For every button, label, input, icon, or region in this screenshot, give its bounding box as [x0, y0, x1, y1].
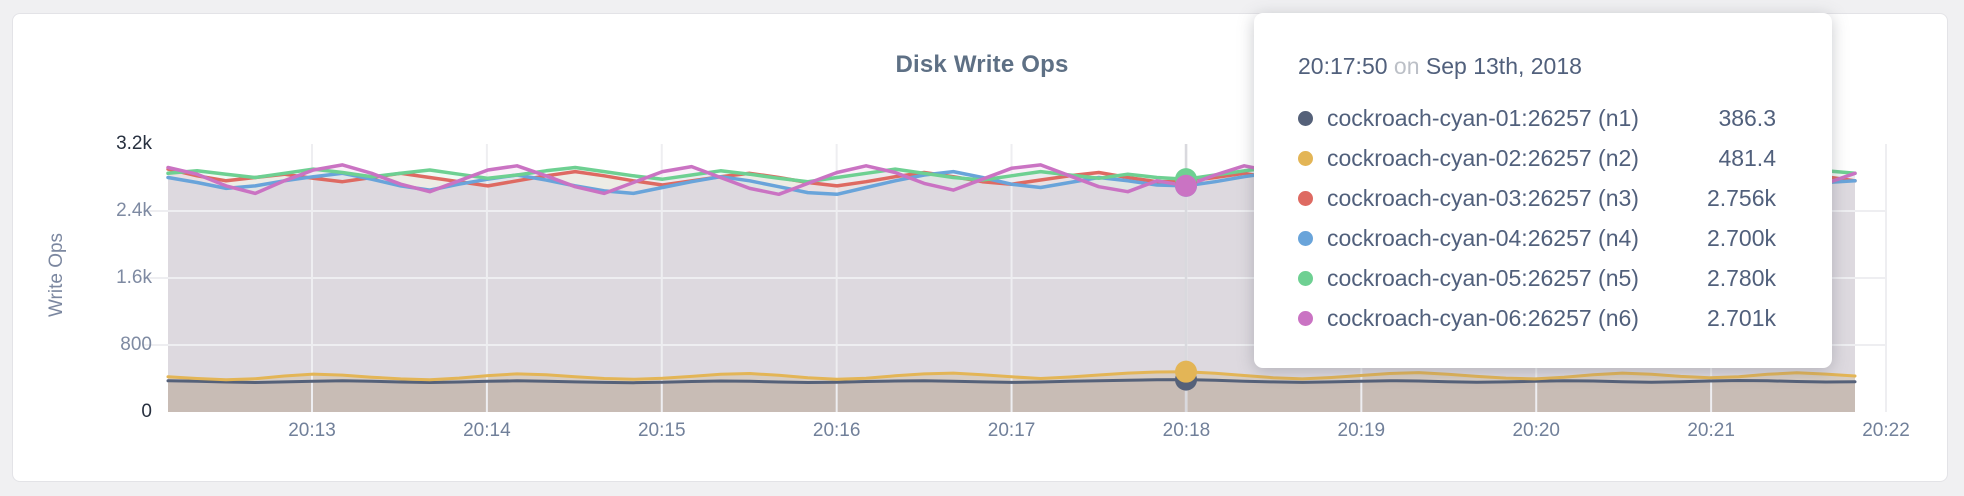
hover-dot-n6 [1175, 174, 1198, 197]
series-color-dot-icon [1298, 310, 1313, 326]
tooltip-legend: cockroach-cyan-01:26257 (n1) 386.3 cockroa… [1298, 98, 1776, 338]
tooltip-date: Sep 13th, 2018 [1425, 53, 1582, 79]
tooltip-separator: on [1393, 53, 1420, 79]
series-value: 481.4 [1718, 144, 1776, 171]
series-color-dot-icon [1298, 110, 1313, 126]
series-value: 2.780k [1706, 264, 1776, 291]
series-color-dot-icon [1298, 150, 1313, 166]
tooltip-row: cockroach-cyan-01:26257 (n1) 386.3 [1298, 98, 1776, 138]
series-label: cockroach-cyan-05:26257 (n5) [1327, 264, 1639, 291]
series-color-dot-icon [1298, 230, 1313, 246]
series-label: cockroach-cyan-02:26257 (n2) [1327, 144, 1639, 171]
series-label: cockroach-cyan-01:26257 (n1) [1327, 104, 1639, 131]
x-tick-label: 20:18 [1162, 420, 1211, 441]
tooltip-row: cockroach-cyan-03:26257 (n3) 2.756k [1298, 178, 1776, 218]
series-label: cockroach-cyan-03:26257 (n3) [1327, 184, 1639, 211]
x-tick-label: 20:14 [463, 420, 511, 441]
y-tick-label: 2.4k [116, 200, 152, 221]
y-tick-label: 800 [120, 334, 152, 355]
x-tick-label: 20:22 [1862, 420, 1910, 441]
series-value: 2.756k [1706, 184, 1776, 211]
series-color-dot-icon [1298, 270, 1313, 286]
line-series-n1 [166, 378, 1857, 385]
series-color-dot-icon [1298, 190, 1313, 206]
series-label: cockroach-cyan-06:26257 (n6) [1327, 304, 1639, 331]
y-tick-label: 1.6k [116, 267, 152, 288]
y-tick-label: 3.2k [116, 133, 152, 154]
hover-tooltip: 20:17:50 on Sep 13th, 2018 cockroach-cya… [1254, 13, 1832, 368]
tooltip-row: cockroach-cyan-06:26257 (n6) 2.701k [1298, 298, 1776, 338]
tooltip-timestamp: 20:17:50 on Sep 13th, 2018 [1298, 53, 1776, 80]
tooltip-row: cockroach-cyan-05:26257 (n5) 2.780k [1298, 258, 1776, 298]
line-series-n2 [166, 370, 1857, 382]
series-value: 2.700k [1706, 224, 1776, 251]
tooltip-row: cockroach-cyan-04:26257 (n4) 2.700k [1298, 218, 1776, 258]
x-tick-label: 20:17 [987, 420, 1036, 441]
y-tick-label: 0 [141, 401, 152, 422]
x-tick-label: 20:13 [288, 420, 336, 441]
x-tick-label: 20:16 [812, 420, 861, 441]
series-label: cockroach-cyan-04:26257 (n4) [1327, 224, 1639, 251]
series-value: 386.3 [1718, 104, 1776, 131]
x-tick-label: 20:21 [1687, 420, 1735, 441]
tooltip-time: 20:17:50 [1298, 53, 1388, 79]
x-tick-label: 20:15 [637, 420, 686, 441]
hover-dot-n2 [1175, 360, 1198, 383]
series-value: 2.701k [1706, 304, 1776, 331]
x-tick-label: 20:20 [1512, 420, 1560, 441]
x-tick-label: 20:19 [1337, 420, 1386, 441]
tooltip-row: cockroach-cyan-02:26257 (n2) 481.4 [1298, 138, 1776, 178]
chart-title: Disk Write Ops [895, 51, 1069, 78]
